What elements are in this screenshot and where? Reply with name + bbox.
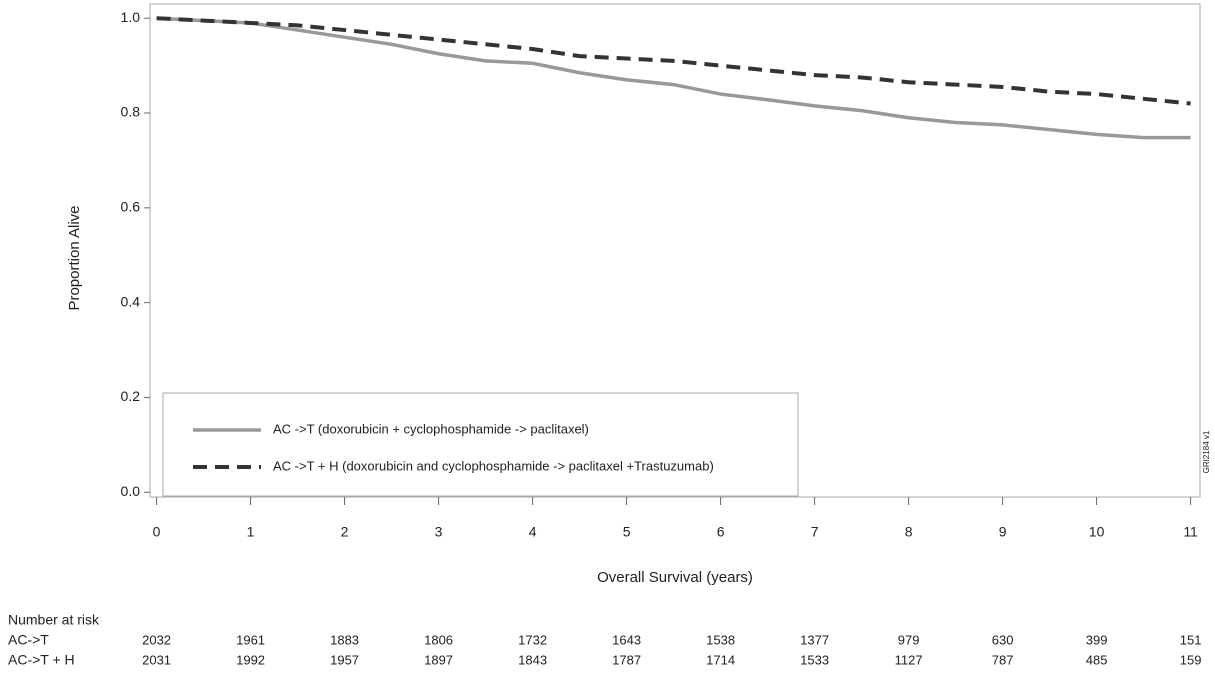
y-tick-label: 1.0 (121, 9, 141, 25)
risk-value: 1533 (800, 652, 829, 667)
legend-label: AC ->T (doxorubicin + cyclophosphamide -… (273, 421, 589, 436)
risk-value: 1127 (895, 652, 923, 667)
risk-value: 1843 (518, 652, 547, 667)
x-tick-label: 2 (341, 524, 349, 540)
risk-value: 2031 (142, 652, 171, 667)
risk-value: 1992 (236, 652, 265, 667)
x-axis-label: Overall Survival (years) (597, 569, 753, 586)
risk-value: 1714 (706, 652, 735, 667)
legend-label: AC ->T + H (doxorubicin and cyclophospha… (273, 458, 714, 473)
x-tick-label: 3 (435, 524, 443, 540)
risk-value: 485 (1086, 652, 1108, 667)
risk-value: 1538 (706, 632, 735, 647)
risk-value: 1377 (800, 632, 829, 647)
y-tick-label: 0.6 (121, 199, 141, 215)
risk-value: 630 (992, 632, 1014, 647)
x-tick-label: 9 (999, 524, 1007, 540)
risk-value: 1643 (612, 632, 641, 647)
x-tick-label: 7 (811, 524, 819, 540)
survival-curve (156, 16, 1191, 140)
legend-box (162, 392, 799, 497)
x-tick-label: 11 (1183, 524, 1198, 540)
risk-value: 1897 (424, 652, 453, 667)
y-axis-label: Proportion Alive (66, 205, 83, 310)
x-tick-label: 10 (1089, 524, 1105, 540)
risk-value: 2032 (142, 632, 171, 647)
y-tick-label: 0.4 (121, 293, 141, 309)
x-tick-label: 4 (529, 524, 537, 540)
risk-value: 1961 (236, 632, 265, 647)
x-tick-label: 1 (247, 524, 255, 540)
x-tick-label: 8 (905, 524, 913, 540)
x-tick-label: 0 (153, 524, 161, 540)
risk-value: 1806 (424, 632, 453, 647)
risk-value: 159 (1180, 652, 1202, 667)
risk-value: 1957 (330, 652, 359, 667)
risk-row-label: AC->T (8, 632, 49, 648)
risk-value: 399 (1086, 632, 1108, 647)
y-tick-label: 0.0 (121, 483, 141, 499)
side-note: GRI2184 v1 (1202, 430, 1211, 473)
risk-table-title: Number at risk (8, 612, 100, 628)
risk-value: 1787 (612, 652, 641, 667)
risk-row-label: AC->T + H (8, 652, 75, 668)
risk-value: 151 (1180, 632, 1202, 647)
risk-value: 979 (898, 632, 920, 647)
survival-curve (156, 16, 1191, 106)
risk-value: 1732 (518, 632, 547, 647)
y-tick-label: 0.8 (121, 104, 141, 120)
risk-value: 1883 (330, 632, 359, 647)
risk-value: 787 (992, 652, 1014, 667)
plot-frame (149, 3, 1201, 498)
x-tick-label: 6 (717, 524, 725, 540)
x-tick-label: 5 (623, 524, 631, 540)
y-tick-label: 0.2 (121, 388, 141, 404)
